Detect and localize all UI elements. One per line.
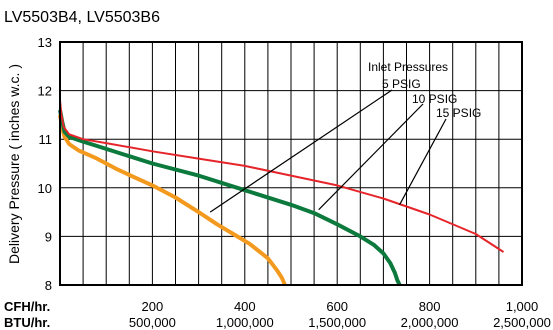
x-tick-label-cfh: 1,000 [506,299,539,314]
annotation-title: Inlet Pressures [368,60,448,74]
leader-line-10-psig [318,103,424,211]
x-axis-label-cfh: CFH/hr. [4,299,50,314]
series-line-10-psig [58,109,402,286]
tick-labels: 8 9 10 11 12 13 200 400 600 800 1,000 500,000 1,000,… [38,35,551,330]
x-tick-label-cfh: 200 [142,299,164,314]
legend-label-15-psig: 15 PSIG [436,106,481,120]
y-tick-label: 10 [38,181,52,196]
annotations: Inlet Pressures 5 PSIG 10 PSIG 15 PSIG [209,60,481,213]
series-layer [58,100,505,286]
y-tick-label: 9 [45,229,52,244]
legend-label-10-psig: 10 PSIG [412,92,457,106]
y-tick-label: 11 [39,132,53,147]
y-tick-label: 13 [38,35,52,50]
leader-line-5-psig [209,89,393,213]
x-tick-label-btu: 500,000 [129,315,176,330]
x-tick-label-cfh: 600 [326,299,348,314]
chart-title: LV5503B4, LV5503B6 [4,9,160,26]
x-tick-label-btu: 2,500,000 [493,315,551,330]
y-axis-label: Delivery Pressure ( inches w.c. ) [6,64,22,264]
x-tick-label-btu: 1,500,000 [308,315,366,330]
x-tick-label-btu: 2,000,000 [401,315,459,330]
y-tick-label: 12 [38,84,52,99]
series-line-15-psig [59,100,505,253]
y-tick-label: 8 [45,278,52,293]
x-tick-label-cfh: 400 [234,299,256,314]
x-tick-label-cfh: 800 [419,299,441,314]
x-tick-label-btu: 1,000,000 [216,315,274,330]
plot-frame [59,41,523,286]
leader-line-15-psig [399,118,447,206]
grid [60,42,522,285]
legend-label-5-psig: 5 PSIG [382,77,421,91]
x-axis-label-btu: BTU/hr. [4,315,50,330]
series-line-5-psig [58,114,287,286]
